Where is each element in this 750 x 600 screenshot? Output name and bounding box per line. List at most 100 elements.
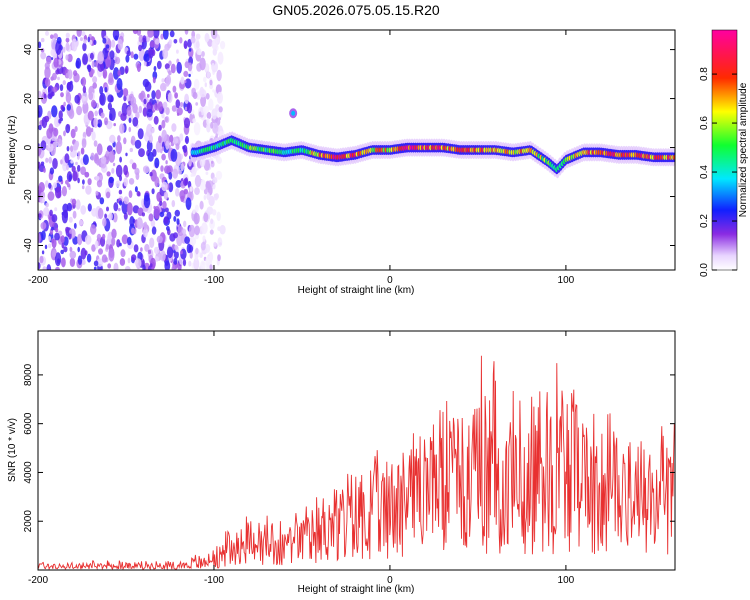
spectrogram-noise-cell xyxy=(195,247,199,255)
spectrogram-y-tick-label: 0 xyxy=(23,144,34,150)
spectrogram-noise-cell xyxy=(206,118,210,125)
spectrogram-noise-cell xyxy=(40,140,47,151)
spectrogram-noise-cell xyxy=(199,200,204,210)
spectrogram-y-axis: -40 -20 0 20 40 xyxy=(23,44,675,253)
spectrogram-noise-cell xyxy=(125,152,128,157)
spectrogram-noise-cell xyxy=(51,214,58,223)
spectrogram-noise-cell xyxy=(115,164,123,178)
spectrogram-noise-cell xyxy=(217,237,223,248)
spectrogram-noise-cell xyxy=(151,188,155,195)
spectrogram-y-tick-label: 40 xyxy=(23,44,34,56)
spectrogram-noise-cell xyxy=(38,232,41,244)
colorbar-tick-label: 0.8 xyxy=(699,67,710,81)
snr-y-tick-label: 4000 xyxy=(23,461,34,484)
spectrogram-noise-cell xyxy=(158,124,162,131)
spectrogram-noise-cell xyxy=(208,98,214,111)
spectrogram-noise-cell xyxy=(216,69,222,82)
spectrogram-noise-cell xyxy=(198,111,202,118)
spectrogram-noise-cell xyxy=(184,93,190,105)
spectrogram-noise-cell xyxy=(91,60,95,68)
spectrogram-noise-cell xyxy=(209,264,213,270)
spectrogram-noise-cell xyxy=(132,117,139,127)
spectrogram-noise-cell xyxy=(106,206,109,212)
spectrogram-noise-cell xyxy=(82,42,87,52)
spectrogram-noise-cell xyxy=(75,60,80,69)
spectrogram-noise-cell xyxy=(93,140,98,147)
spectrogram-noise-cell xyxy=(71,38,78,52)
snr-series-line xyxy=(38,355,675,570)
spectrogram-noise-cell xyxy=(154,246,160,255)
spectrogram-noise-cell xyxy=(119,123,125,134)
spectrogram-noise-cell xyxy=(210,121,214,129)
spectrogram-noise-cell xyxy=(119,200,123,206)
spectrogram-noise-cell xyxy=(135,111,140,119)
spectrogram-noise-cell xyxy=(127,257,131,264)
spectrogram-noise-cell xyxy=(97,61,104,72)
spectrogram-y-tick-label: -20 xyxy=(23,189,34,204)
spectrogram-noise-cell xyxy=(151,90,156,100)
spectrogram-noise-cell xyxy=(153,115,159,125)
spectrogram-noise-cell xyxy=(91,131,96,141)
spectrogram-noise-cell xyxy=(102,37,107,44)
spectrogram-noise-cell xyxy=(200,94,207,107)
spectrogram-noise-cell xyxy=(76,105,83,116)
spectrogram-noise-cell xyxy=(148,134,153,143)
spectrogram-noise-cell xyxy=(126,50,131,57)
spectrogram-noise-cell xyxy=(202,105,210,114)
spectrogram-noise-cell xyxy=(102,233,106,240)
spectrogram-noise-cell xyxy=(60,104,64,111)
spectrogram-noise-cell xyxy=(179,133,184,142)
spectrogram-noise-cell xyxy=(105,191,111,199)
spectrogram-noise-cell xyxy=(119,174,122,182)
spectrogram-noise-cell xyxy=(116,78,123,91)
spectrogram-noise-cell xyxy=(60,249,64,255)
spectrogram-noise-cell xyxy=(165,160,168,165)
spectrogram-noise-cell xyxy=(58,175,63,182)
spectrogram-noise-cell xyxy=(159,200,163,206)
spectrogram-noise-cell xyxy=(169,30,175,38)
spectrogram-noise-cell xyxy=(101,254,108,263)
spectrogram-noise-cell xyxy=(70,145,74,152)
spectrogram-noise-cell xyxy=(109,50,115,60)
spectrogram-noise-cell xyxy=(51,105,58,118)
spectrogram-noise-cell xyxy=(142,107,148,117)
spectrogram-noise-cell xyxy=(124,266,131,270)
spectrogram-noise-cell xyxy=(169,134,174,143)
snr-x-tick-label: 0 xyxy=(387,575,393,586)
spectrogram-noise-cell xyxy=(148,213,154,222)
spectrogram-noise-cell xyxy=(162,101,168,110)
spectrogram-noise-cell xyxy=(190,173,194,177)
colorbar-ticks: 0.0 0.2 0.4 0.6 0.8 xyxy=(699,67,737,277)
spectrogram-noise-cell xyxy=(80,205,87,215)
spectrogram-noise-cell xyxy=(134,139,142,149)
spectrogram-noise-cell xyxy=(56,138,59,143)
spectrogram-noise-cell xyxy=(202,235,206,242)
spectrogram-x-tick-label: 100 xyxy=(558,275,575,286)
spectrogram-noise-cell xyxy=(189,160,192,164)
spectrogram-noise-cell xyxy=(56,36,62,44)
spectrogram-noise-cell xyxy=(99,174,103,181)
snr-y-label: SNR (10 * v/v) xyxy=(7,418,18,482)
spectrogram-noise-cell xyxy=(182,228,187,235)
spectrogram-noise-cell xyxy=(187,62,193,72)
spectrogram-noise-cell xyxy=(189,251,193,259)
spectrogram-noise-cell xyxy=(111,237,116,246)
spectrogram-noise-cell xyxy=(166,246,174,259)
spectrogram-noise-cell xyxy=(118,207,121,212)
spectrogram-noise-cell xyxy=(161,146,165,151)
spectrogram-noise-cell xyxy=(164,165,171,174)
spectrogram-noise-cell xyxy=(77,164,81,172)
spectrogram-noise-cell xyxy=(81,185,85,190)
spectrogram-noise-cell xyxy=(120,113,127,121)
spectrogram-noise-cell xyxy=(81,259,86,266)
spectrogram-noise-cell xyxy=(87,203,92,212)
spectrogram-noise-cell xyxy=(123,177,128,187)
spectrogram-noise-cell xyxy=(206,122,211,133)
spectrogram-noise-cell xyxy=(183,117,191,129)
spectrogram-noise-cell xyxy=(93,266,97,270)
spectrogram-noise-cell xyxy=(214,122,218,129)
spectrogram-noise-cell xyxy=(67,53,73,63)
spectrogram-noise-cell xyxy=(73,70,78,77)
spectrogram-noise-cell xyxy=(138,148,145,158)
spectrogram-noise-cell xyxy=(172,85,177,93)
